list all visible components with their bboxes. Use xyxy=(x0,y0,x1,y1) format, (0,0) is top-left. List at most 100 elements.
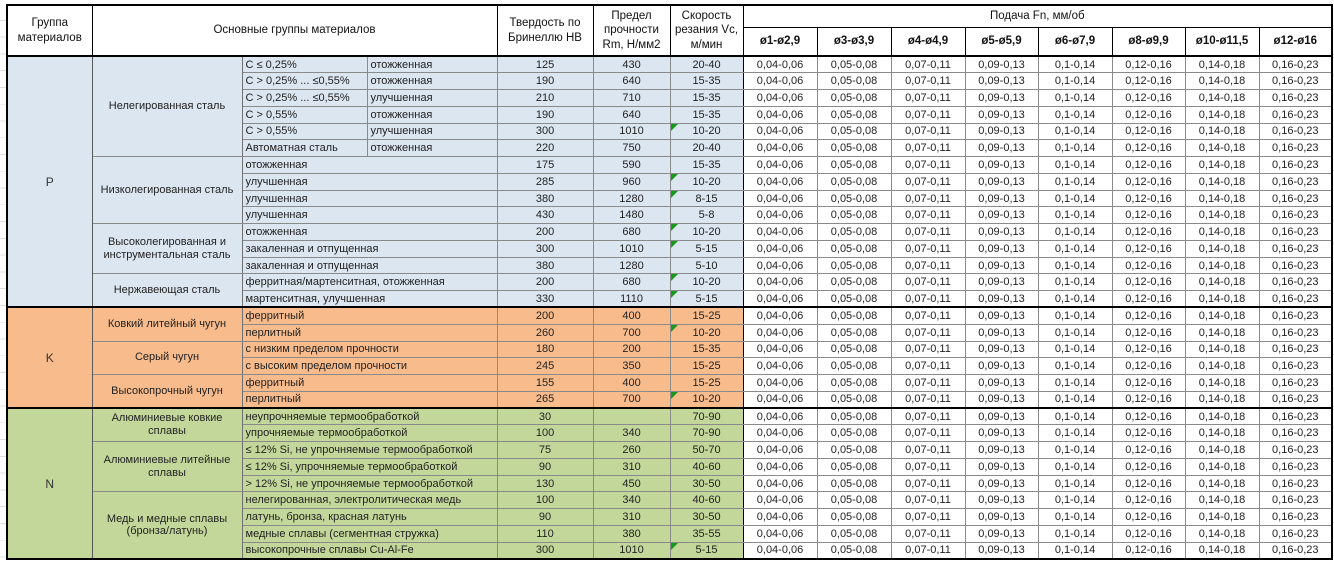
hardness-cell[interactable]: 125 xyxy=(496,55,594,74)
feed-cell[interactable]: 0,07-0,11 xyxy=(890,390,966,409)
material-group-cell[interactable]: Алюминиевые литейные сплавы xyxy=(91,441,243,493)
feed-cell[interactable]: 0,09-0,13 xyxy=(964,407,1039,426)
material-desc-cell[interactable]: упрочняемые термообработкой xyxy=(241,424,498,443)
feed-cell[interactable]: 0,1-0,14 xyxy=(1037,524,1113,543)
feed-cell[interactable]: 0,04-0,06 xyxy=(742,306,818,325)
feed-cell[interactable]: 0,12-0,16 xyxy=(1111,239,1186,258)
material-desc-cell[interactable]: ≤ 12% Si, упрочняемые термообработкой xyxy=(241,457,498,476)
cutting-speed-cell[interactable]: 10-20 xyxy=(669,390,744,409)
feed-cell[interactable]: 0,07-0,11 xyxy=(890,206,966,225)
feed-cell[interactable]: 0,05-0,08 xyxy=(816,524,892,543)
feed-cell[interactable]: 0,09-0,13 xyxy=(964,424,1039,443)
strength-cell[interactable]: 400 xyxy=(592,306,671,325)
strength-cell[interactable]: 350 xyxy=(592,357,671,376)
hardness-cell[interactable]: 175 xyxy=(496,156,594,174)
feed-cell[interactable]: 0,09-0,13 xyxy=(964,256,1039,275)
feed-cell[interactable]: 0,16-0,23 xyxy=(1258,55,1333,74)
cutting-speed-cell[interactable]: 10-20 xyxy=(669,323,744,342)
feed-cell[interactable]: 0,09-0,13 xyxy=(964,55,1039,74)
hardness-cell[interactable]: 190 xyxy=(496,105,594,124)
material-desc-cell[interactable]: латунь, бронза, красная латунь xyxy=(241,508,498,526)
cutting-speed-cell[interactable]: 70-90 xyxy=(669,424,744,443)
strength-cell[interactable]: 590 xyxy=(592,156,671,174)
hardness-cell[interactable]: 130 xyxy=(496,474,594,493)
feed-cell[interactable]: 0,07-0,11 xyxy=(890,89,966,107)
strength-cell[interactable]: 450 xyxy=(592,474,671,493)
feed-cell[interactable]: 0,12-0,16 xyxy=(1111,122,1186,141)
header-feed[interactable]: Подача Fn, мм/об xyxy=(742,4,1333,28)
feed-cell[interactable]: 0,14-0,18 xyxy=(1184,206,1260,225)
feed-cell[interactable]: 0,16-0,23 xyxy=(1258,457,1333,476)
feed-cell[interactable]: 0,12-0,16 xyxy=(1111,374,1186,392)
material-desc-cell[interactable]: улучшенная xyxy=(241,206,498,225)
feed-cell[interactable]: 0,05-0,08 xyxy=(816,290,892,308)
feed-cell[interactable]: 0,1-0,14 xyxy=(1037,273,1113,292)
feed-cell[interactable]: 0,05-0,08 xyxy=(816,390,892,409)
feed-cell[interactable]: 0,16-0,23 xyxy=(1258,206,1333,225)
feed-cell[interactable]: 0,07-0,11 xyxy=(890,172,966,191)
hardness-cell[interactable]: 90 xyxy=(496,508,594,526)
feed-cell[interactable]: 0,14-0,18 xyxy=(1184,340,1260,359)
feed-cell[interactable]: 0,14-0,18 xyxy=(1184,139,1260,158)
feed-cell[interactable]: 0,14-0,18 xyxy=(1184,290,1260,308)
feed-cell[interactable]: 0,09-0,13 xyxy=(964,273,1039,292)
hardness-cell[interactable]: 380 xyxy=(496,256,594,275)
feed-cell[interactable]: 0,1-0,14 xyxy=(1037,457,1113,476)
feed-cell[interactable]: 0,14-0,18 xyxy=(1184,89,1260,107)
feed-cell[interactable]: 0,16-0,23 xyxy=(1258,541,1333,560)
hardness-cell[interactable]: 285 xyxy=(496,172,594,191)
feed-cell[interactable]: 0,04-0,06 xyxy=(742,105,818,124)
feed-cell[interactable]: 0,12-0,16 xyxy=(1111,491,1186,510)
feed-diameter-header[interactable]: ø8-ø9,9 xyxy=(1111,26,1186,57)
strength-cell[interactable]: 680 xyxy=(592,223,671,241)
feed-cell[interactable]: 0,05-0,08 xyxy=(816,541,892,560)
feed-cell[interactable]: 0,14-0,18 xyxy=(1184,407,1260,426)
hardness-cell[interactable]: 210 xyxy=(496,89,594,107)
strength-cell[interactable] xyxy=(592,407,671,426)
feed-cell[interactable]: 0,14-0,18 xyxy=(1184,424,1260,443)
feed-cell[interactable]: 0,04-0,06 xyxy=(742,206,818,225)
feed-cell[interactable]: 0,14-0,18 xyxy=(1184,508,1260,526)
feed-cell[interactable]: 0,12-0,16 xyxy=(1111,72,1186,91)
feed-cell[interactable]: 0,05-0,08 xyxy=(816,189,892,208)
feed-cell[interactable]: 0,1-0,14 xyxy=(1037,357,1113,376)
material-desc-cell[interactable]: перлитный xyxy=(241,323,498,342)
feed-cell[interactable]: 0,07-0,11 xyxy=(890,290,966,308)
feed-cell[interactable]: 0,12-0,16 xyxy=(1111,105,1186,124)
feed-cell[interactable]: 0,16-0,23 xyxy=(1258,223,1333,241)
feed-cell[interactable]: 0,1-0,14 xyxy=(1037,172,1113,191)
cutting-speed-cell[interactable]: 15-35 xyxy=(669,156,744,174)
feed-cell[interactable]: 0,09-0,13 xyxy=(964,172,1039,191)
feed-cell[interactable]: 0,09-0,13 xyxy=(964,122,1039,141)
material-state-cell[interactable]: отожженная xyxy=(366,55,498,74)
feed-cell[interactable]: 0,12-0,16 xyxy=(1111,223,1186,241)
feed-cell[interactable]: 0,16-0,23 xyxy=(1258,256,1333,275)
feed-cell[interactable]: 0,07-0,11 xyxy=(890,340,966,359)
feed-cell[interactable]: 0,09-0,13 xyxy=(964,374,1039,392)
cutting-speed-cell[interactable]: 30-50 xyxy=(669,508,744,526)
feed-cell[interactable]: 0,09-0,13 xyxy=(964,72,1039,91)
feed-cell[interactable]: 0,05-0,08 xyxy=(816,491,892,510)
cutting-speed-cell[interactable]: 10-20 xyxy=(669,273,744,292)
cutting-speed-cell[interactable]: 40-60 xyxy=(669,491,744,510)
strength-cell[interactable]: 340 xyxy=(592,424,671,443)
strength-cell[interactable]: 960 xyxy=(592,172,671,191)
feed-cell[interactable]: 0,07-0,11 xyxy=(890,457,966,476)
feed-cell[interactable]: 0,04-0,06 xyxy=(742,508,818,526)
feed-cell[interactable]: 0,16-0,23 xyxy=(1258,156,1333,174)
feed-cell[interactable]: 0,04-0,06 xyxy=(742,239,818,258)
feed-cell[interactable]: 0,07-0,11 xyxy=(890,239,966,258)
feed-cell[interactable]: 0,04-0,06 xyxy=(742,189,818,208)
material-desc-cell[interactable]: C > 0,25% ... ≤0,55% xyxy=(241,72,368,91)
feed-cell[interactable]: 0,1-0,14 xyxy=(1037,407,1113,426)
strength-cell[interactable]: 710 xyxy=(592,89,671,107)
feed-cell[interactable]: 0,16-0,23 xyxy=(1258,306,1333,325)
feed-cell[interactable]: 0,14-0,18 xyxy=(1184,374,1260,392)
feed-cell[interactable]: 0,04-0,06 xyxy=(742,122,818,141)
hardness-cell[interactable]: 75 xyxy=(496,441,594,459)
feed-cell[interactable]: 0,16-0,23 xyxy=(1258,441,1333,459)
feed-cell[interactable]: 0,1-0,14 xyxy=(1037,474,1113,493)
feed-cell[interactable]: 0,16-0,23 xyxy=(1258,508,1333,526)
feed-cell[interactable]: 0,16-0,23 xyxy=(1258,122,1333,141)
feed-cell[interactable]: 0,05-0,08 xyxy=(816,306,892,325)
